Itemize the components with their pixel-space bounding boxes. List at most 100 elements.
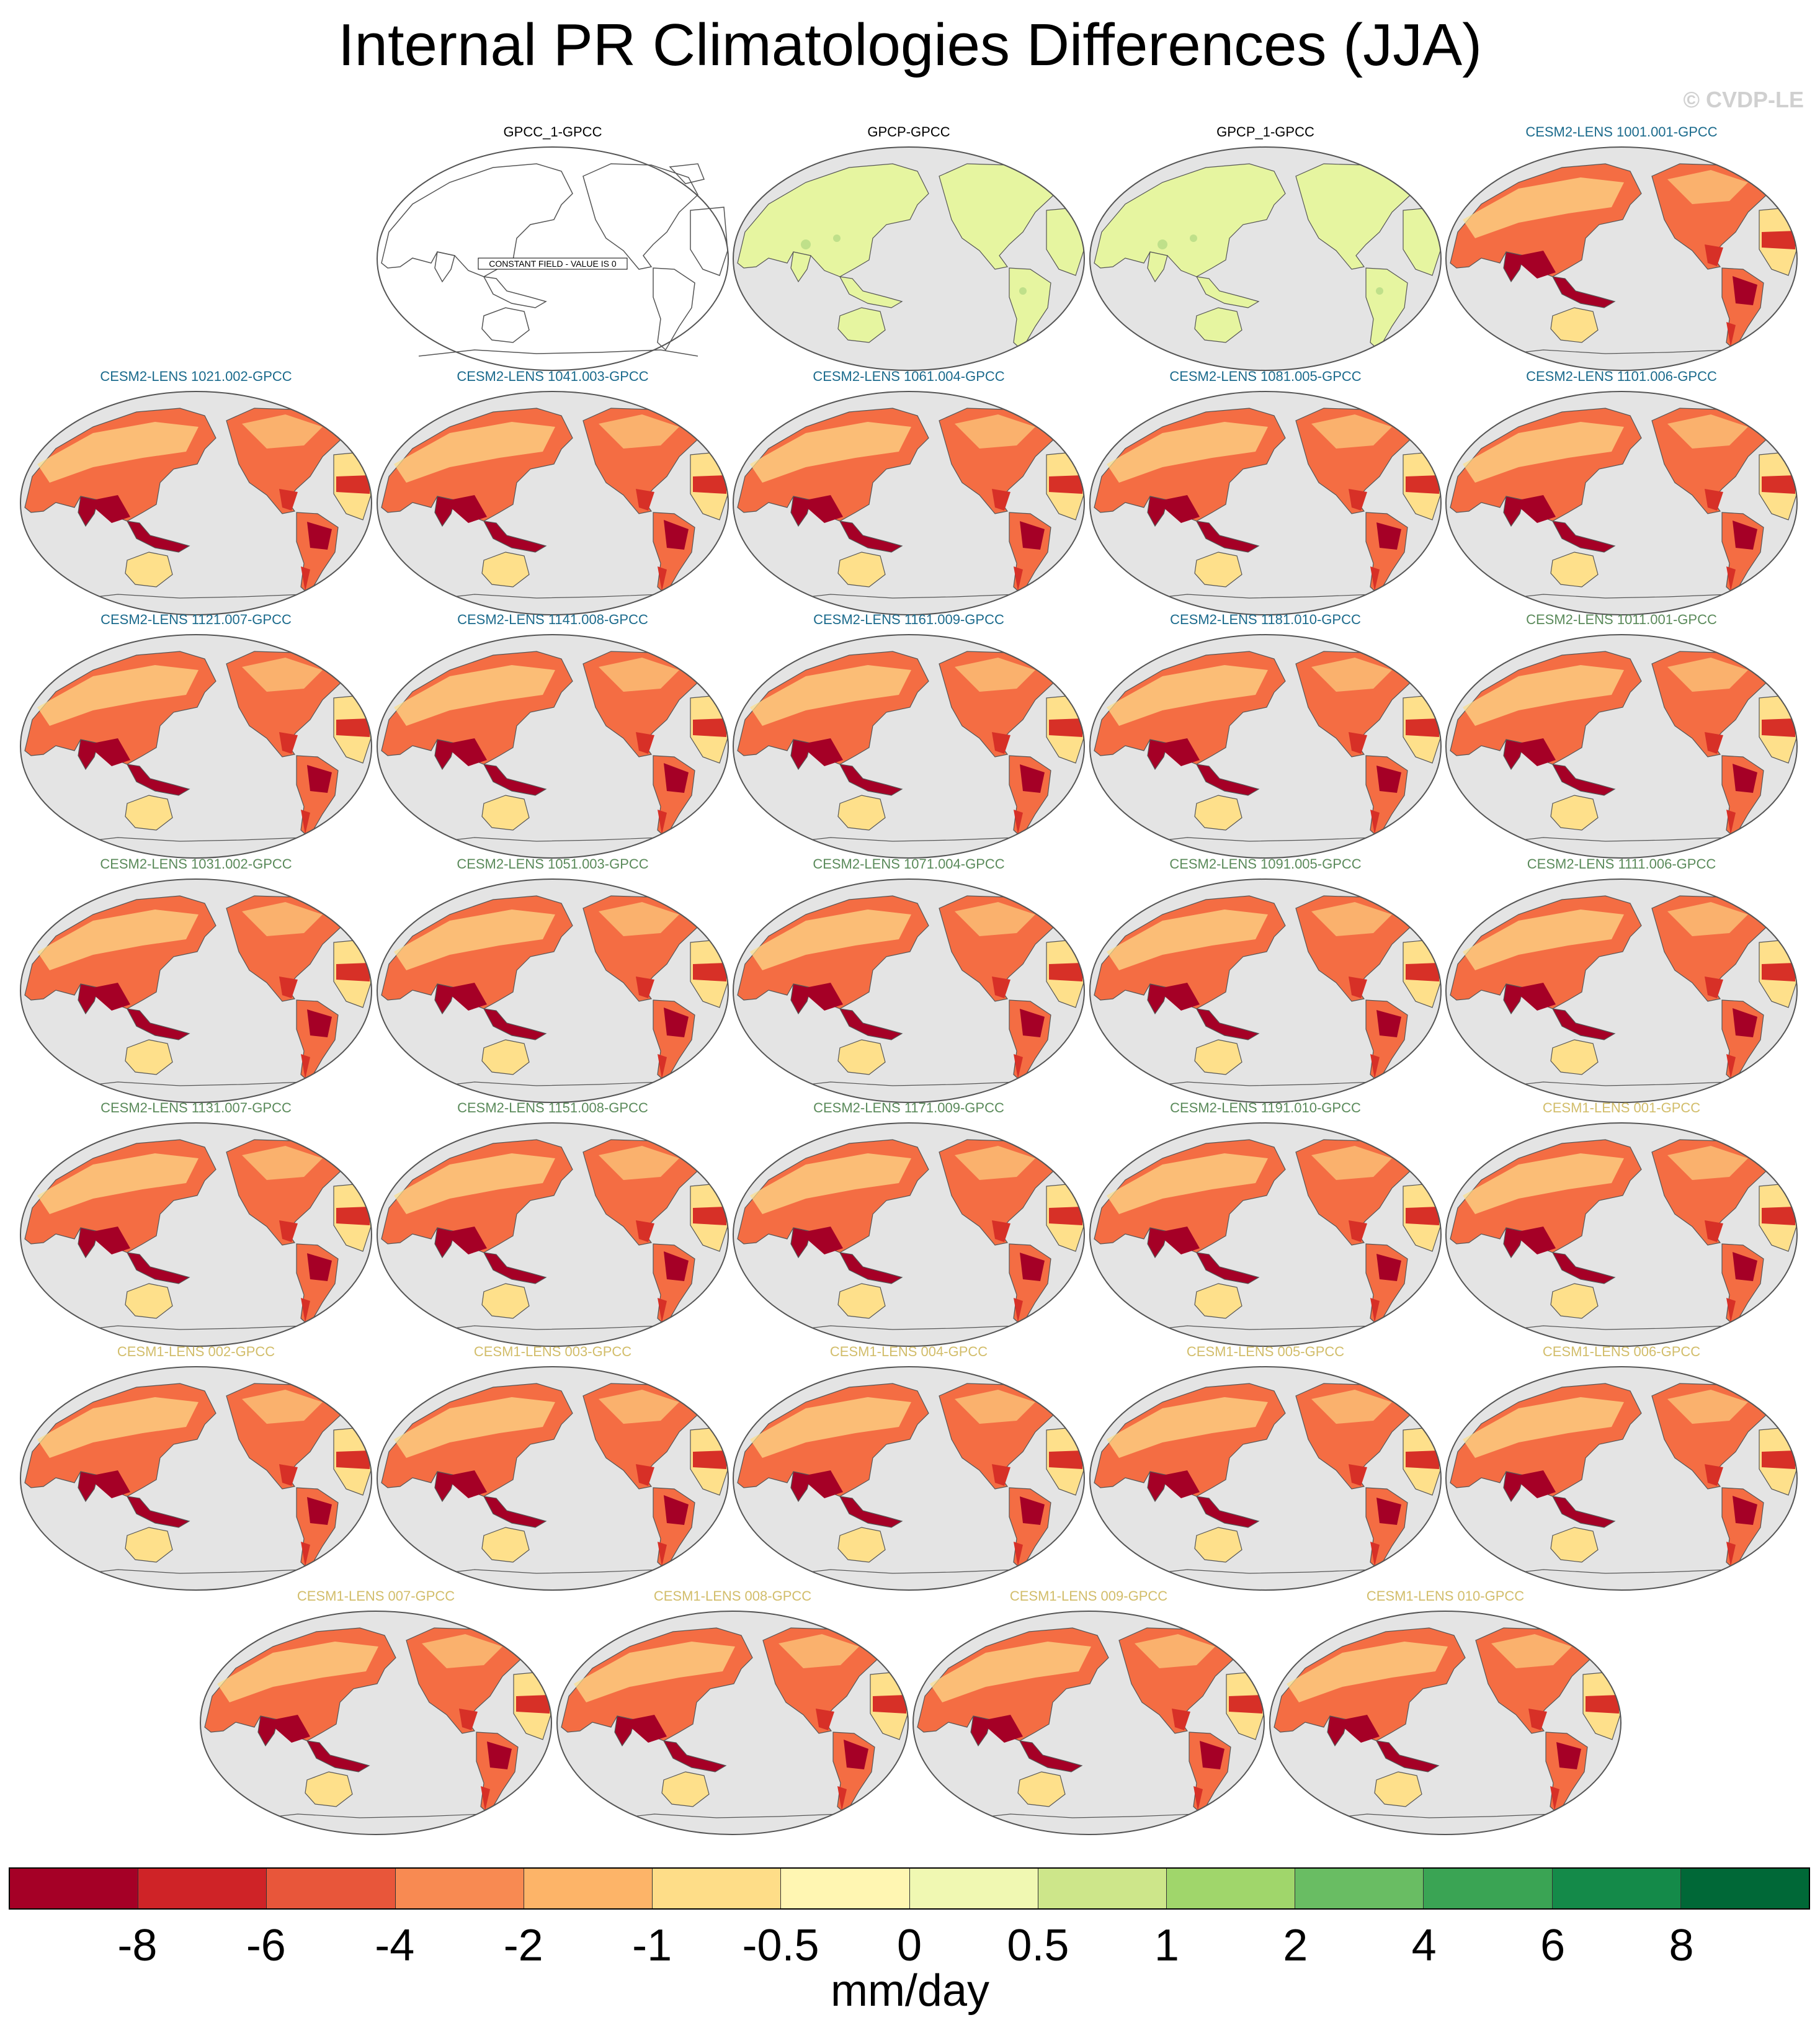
- world-map: [1444, 877, 1799, 1104]
- map-panel: CESM2-LENS 1091.005-GPCC: [1088, 856, 1443, 1104]
- panel-title: CESM1-LENS 003-GPCC: [473, 1344, 632, 1359]
- panel-title: CESM1-LENS 006-GPCC: [1542, 1344, 1701, 1359]
- world-map: [731, 1121, 1086, 1348]
- world-map: [19, 1121, 373, 1348]
- map-panel: CESM2-LENS 1181.010-GPCC: [1088, 612, 1443, 860]
- colorbar-tick-label: -0.5: [742, 1921, 819, 1970]
- colorbar-boxes: [9, 1867, 1810, 1910]
- map-panel: GPCC_1-GPCC CONSTANT FIELD - VALUE IS 0: [375, 124, 730, 372]
- map-panel: CESM2-LENS 1111.006-GPCC: [1444, 856, 1799, 1104]
- world-map: [19, 633, 373, 860]
- colorbar-box: [1552, 1869, 1681, 1908]
- panel-title: CESM2-LENS 1151.008-GPCC: [457, 1100, 648, 1115]
- colorbar-tick-label: -2: [503, 1921, 543, 1970]
- world-map: [1444, 1121, 1799, 1348]
- world-map: [1088, 877, 1443, 1104]
- panel-title: CESM2-LENS 1091.005-GPCC: [1169, 856, 1362, 872]
- map-panel: CESM2-LENS 1151.008-GPCC: [375, 1100, 730, 1348]
- colorbar-tick-label: -6: [246, 1921, 286, 1970]
- panel-title: CESM1-LENS 010-GPCC: [1366, 1588, 1525, 1604]
- world-map: [1444, 390, 1799, 617]
- world-map: [1268, 1609, 1623, 1836]
- colorbar-box: [10, 1869, 139, 1908]
- panel-title: GPCC_1-GPCC: [503, 124, 602, 140]
- map-panel: CESM1-LENS 007-GPCC: [199, 1588, 553, 1836]
- world-map: [555, 1609, 910, 1836]
- world-map: [731, 390, 1086, 617]
- colorbar-box: [1038, 1869, 1167, 1908]
- panel-title: CESM2-LENS 1191.010-GPCC: [1170, 1100, 1361, 1115]
- world-map: [375, 1365, 730, 1592]
- colorbar-box: [653, 1869, 782, 1908]
- panel-title: CESM2-LENS 1061.004-GPCC: [813, 369, 1005, 384]
- panel-title: CESM2-LENS 1021.002-GPCC: [100, 369, 292, 384]
- world-map: [375, 877, 730, 1104]
- world-map: [731, 1365, 1086, 1592]
- world-map: [1088, 1365, 1443, 1592]
- world-map: [911, 1609, 1266, 1836]
- world-map: [199, 1609, 553, 1836]
- map-panel: CESM2-LENS 1161.009-GPCC: [731, 612, 1086, 860]
- map-panel: CESM2-LENS 1131.007-GPCC: [19, 1100, 373, 1348]
- colorbar-tick-label: 8: [1669, 1921, 1694, 1970]
- panel-title: CESM2-LENS 1101.006-GPCC: [1526, 369, 1717, 384]
- map-panel: CESM1-LENS 005-GPCC: [1088, 1344, 1443, 1592]
- panel-title: CESM2-LENS 1171.009-GPCC: [813, 1100, 1004, 1115]
- colorbar-box: [1680, 1869, 1809, 1908]
- world-map: [731, 145, 1086, 372]
- world-map: [1088, 145, 1443, 372]
- panel-title: CESM2-LENS 1041.003-GPCC: [457, 369, 649, 384]
- panel-title: CESM2-LENS 1031.002-GPCC: [100, 856, 292, 872]
- colorbar-box: [524, 1869, 653, 1908]
- panel-title: CESM1-LENS 009-GPCC: [1009, 1588, 1168, 1604]
- panel-title: CESM2-LENS 1161.009-GPCC: [813, 612, 1004, 627]
- constant-field-note: CONSTANT FIELD - VALUE IS 0: [489, 259, 617, 269]
- panel-title: CESM1-LENS 002-GPCC: [117, 1344, 275, 1359]
- panel-title: CESM2-LENS 1111.006-GPCC: [1527, 856, 1716, 872]
- map-panel: CESM2-LENS 1081.005-GPCC: [1088, 369, 1443, 617]
- colorbar-tick-label: 2: [1283, 1921, 1308, 1970]
- colorbar-tick-label: 6: [1540, 1921, 1566, 1970]
- panel-title: CESM2-LENS 1071.004-GPCC: [813, 856, 1005, 872]
- world-map: [375, 390, 730, 617]
- panel-title: CESM2-LENS 1121.007-GPCC: [100, 612, 292, 627]
- map-panel: CESM2-LENS 1031.002-GPCC: [19, 856, 373, 1104]
- map-panel: CESM2-LENS 1011.001-GPCC: [1444, 612, 1799, 860]
- panel-title: CESM1-LENS 001-GPCC: [1542, 1100, 1701, 1115]
- colorbar-box: [138, 1869, 267, 1908]
- map-panel: CESM2-LENS 1121.007-GPCC: [19, 612, 373, 860]
- map-panel: CESM1-LENS 009-GPCC: [911, 1588, 1266, 1836]
- world-map: [19, 390, 373, 617]
- panel-title: GPCP-GPCC: [867, 124, 950, 140]
- colorbar-tick-label: 0.5: [1007, 1921, 1069, 1970]
- world-map: [731, 877, 1086, 1104]
- colorbar-tick-label: -4: [375, 1921, 415, 1970]
- colorbar-tick-label: 1: [1154, 1921, 1179, 1970]
- panel-title: GPCP_1-GPCC: [1216, 124, 1314, 140]
- map-panel: CESM1-LENS 002-GPCC: [19, 1344, 373, 1592]
- map-panel: CESM2-LENS 1171.009-GPCC: [731, 1100, 1086, 1348]
- colorbar-box: [781, 1869, 910, 1908]
- panel-title: CESM1-LENS 005-GPCC: [1186, 1344, 1345, 1359]
- map-panel: CESM2-LENS 1061.004-GPCC: [731, 369, 1086, 617]
- map-panel: CESM1-LENS 001-GPCC: [1444, 1100, 1799, 1348]
- panel-title: CESM2-LENS 1181.010-GPCC: [1170, 612, 1361, 627]
- colorbar-box: [1166, 1869, 1296, 1908]
- panel-title: CESM2-LENS 1051.003-GPCC: [457, 856, 649, 872]
- colorbar-tick-label: 4: [1411, 1921, 1437, 1970]
- world-map: [375, 1121, 730, 1348]
- world-map: [19, 1365, 373, 1592]
- colorbar-box: [395, 1869, 524, 1908]
- world-map: [1444, 633, 1799, 860]
- colorbar-box: [267, 1869, 396, 1908]
- map-panel: CESM1-LENS 004-GPCC: [731, 1344, 1086, 1592]
- colorbar-units: mm/day: [830, 1966, 990, 2016]
- world-map: [1444, 145, 1799, 372]
- figure-title: Internal PR Climatologies Differences (J…: [337, 12, 1483, 78]
- map-panel: CESM2-LENS 1071.004-GPCC: [731, 856, 1086, 1104]
- panel-title: CESM2-LENS 1081.005-GPCC: [1169, 369, 1362, 384]
- world-map: [1088, 390, 1443, 617]
- colorbar-box: [909, 1869, 1038, 1908]
- panel-title: CESM2-LENS 1131.007-GPCC: [100, 1100, 292, 1115]
- colorbar: [9, 1867, 1810, 1911]
